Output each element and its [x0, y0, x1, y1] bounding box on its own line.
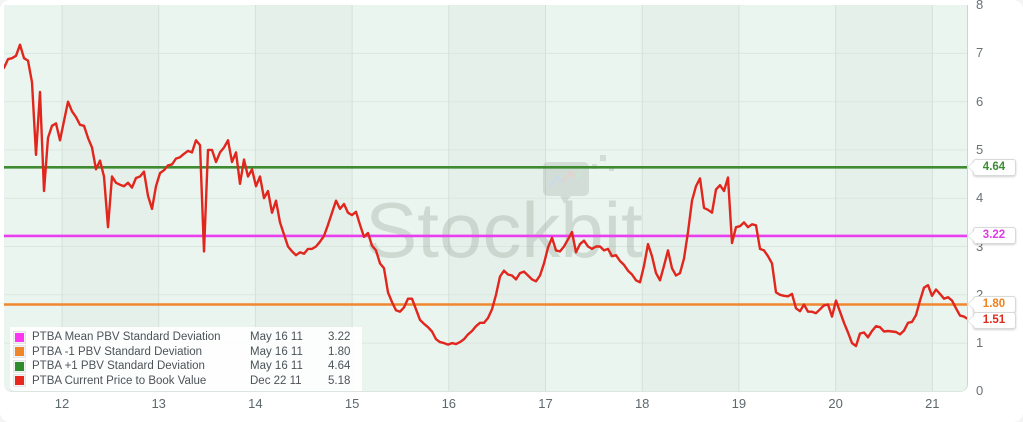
y-tick-label: 2 — [976, 286, 984, 302]
y-tick-label: 8 — [976, 0, 984, 13]
x-tick-label: 21 — [925, 396, 940, 411]
stockbit-logo-icon — [543, 155, 614, 204]
price-line — [4, 43, 967, 348]
y-tick-label: 6 — [976, 93, 984, 109]
y-tick-label: 7 — [976, 45, 984, 61]
legend-label: PTBA Mean PBV Standard Deviation — [32, 331, 221, 344]
value-badge-1.80: 1.80 — [973, 295, 1016, 313]
legend-color-swatch — [15, 332, 24, 342]
legend-date: May 16 11 — [250, 331, 303, 344]
legend-color-swatch — [15, 347, 24, 357]
legend-row[interactable]: PTBA -1 PBV Standard Deviation May 16 11 1… — [10, 345, 362, 360]
x-tick-label: 15 — [344, 396, 360, 411]
legend-date: May 16 11 — [250, 360, 303, 373]
legend-date: May 16 11 — [250, 345, 303, 358]
legend-color-swatch — [15, 361, 24, 371]
x-tick-label: 20 — [828, 396, 843, 411]
legend-label: PTBA +1 PBV Standard Deviation — [32, 360, 205, 373]
legend-row[interactable]: PTBA Current Price to Book Value Dec 22 1… — [10, 374, 362, 389]
legend-swatch-tile — [13, 374, 26, 388]
x-tick-label: 19 — [731, 396, 747, 411]
x-tick-label: 14 — [248, 396, 263, 411]
x-tick-label: 17 — [538, 396, 553, 411]
x-tick-label: 13 — [151, 396, 166, 411]
y-tick-label: 3 — [976, 238, 984, 254]
legend-row[interactable]: PTBA +1 PBV Standard Deviation May 16 11 4… — [10, 359, 362, 374]
x-tick-label: 18 — [634, 396, 650, 411]
legend-swatch-tile — [13, 345, 26, 359]
y-tick-label: 5 — [976, 141, 984, 157]
plot-area[interactable]: Stockbit — [4, 5, 968, 392]
value-badge-3.22: 3.22 — [973, 227, 1016, 245]
legend-value: 4.64 — [328, 360, 351, 373]
value-badge-1.51: 1.51 — [973, 312, 1016, 330]
legend-value: 3.22 — [328, 331, 351, 344]
legend-value: 5.18 — [328, 374, 351, 387]
price-to-book-chart[interactable]: Stockbit — [4, 5, 967, 391]
legend-row[interactable]: PTBA Mean PBV Standard Deviation May 16 1… — [10, 330, 362, 345]
value-badge-4.64: 4.64 — [973, 158, 1016, 176]
x-tick-label: 12 — [54, 396, 70, 411]
legend-swatch-tile — [13, 359, 26, 373]
legend-label: PTBA -1 PBV Standard Deviation — [32, 345, 203, 358]
legend-swatch-tile — [13, 330, 26, 344]
indicator-legend: PTBA Mean PBV Standard Deviation May 16 1… — [10, 327, 362, 391]
legend-date: Dec 22 11 — [250, 374, 302, 387]
y-tick-label: 1 — [976, 335, 984, 351]
y-tick-label: 4 — [976, 190, 984, 206]
y-tick-label: 0 — [976, 383, 984, 399]
legend-color-swatch — [15, 376, 24, 386]
stockbit-watermark-text: Stockbit — [365, 186, 643, 274]
x-tick-label: 16 — [441, 396, 457, 411]
legend-value: 1.80 — [328, 345, 351, 358]
legend-label: PTBA Current Price to Book Value — [32, 374, 207, 387]
